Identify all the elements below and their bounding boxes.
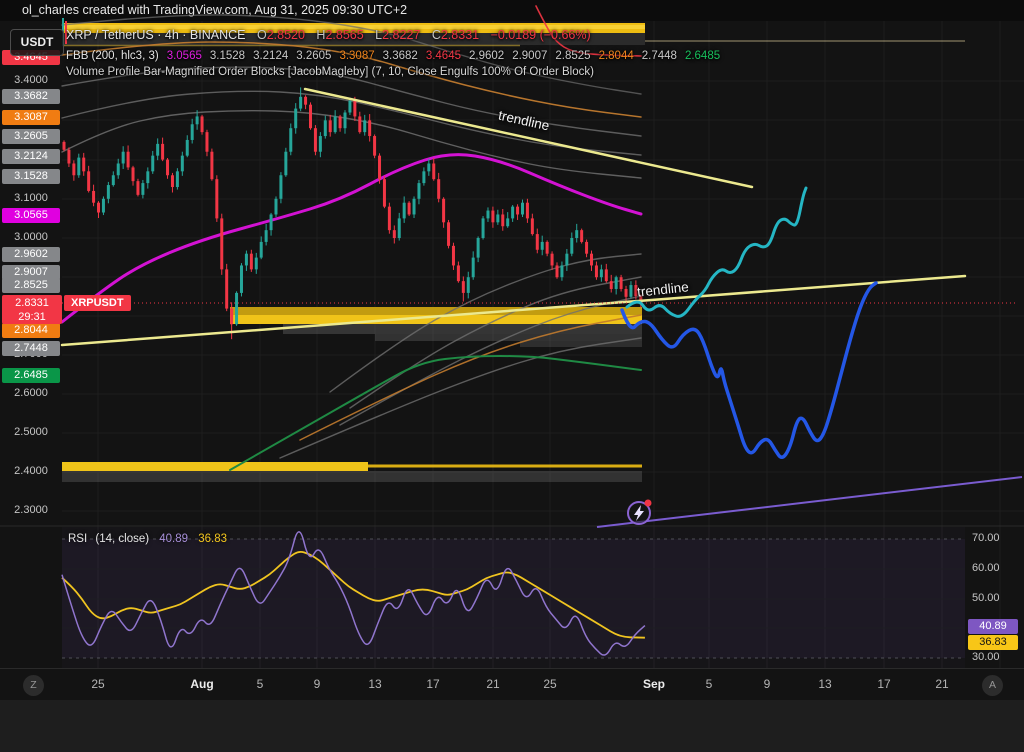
rsi-value-flag: 36.83 bbox=[968, 634, 1018, 650]
indicator-price-flag: 3.1528 bbox=[2, 168, 60, 184]
indicator-price-flag: 3.2124 bbox=[2, 148, 60, 164]
indicator-price-flag: 2.9602 bbox=[2, 246, 60, 262]
change-value: −0.0189 (−0.66%) bbox=[490, 28, 591, 42]
price-axis-label: 2.3000 bbox=[14, 504, 48, 516]
fbb-value: 3.0565 bbox=[166, 50, 202, 62]
fbb-value: 3.2605 bbox=[296, 50, 332, 62]
symbol-legend-row[interactable]: XRP / TetherUS · 4h · BINANCE O2.8520 H2… bbox=[66, 28, 591, 42]
scroll-right-button[interactable]: A bbox=[982, 675, 1003, 696]
high-label: H bbox=[316, 28, 326, 42]
time-axis-tick: Aug bbox=[190, 677, 214, 691]
price-axis-label: 3.4000 bbox=[14, 74, 48, 86]
fbb-value: 2.9007 bbox=[512, 50, 548, 62]
fbb-value: 2.6485 bbox=[684, 50, 721, 62]
time-axis-tick: 17 bbox=[877, 677, 891, 691]
symbol-price-flag: XRPUSDT bbox=[64, 295, 131, 311]
price-axis-label: 3.1000 bbox=[14, 192, 48, 204]
fbb-value: 3.3682 bbox=[382, 50, 418, 62]
rsi-axis-label: 50.00 bbox=[972, 592, 1000, 604]
footer-bar: TradingView bbox=[0, 700, 1024, 752]
rsi-legend-row[interactable]: RSI (14, close) 40.89 36.83 bbox=[68, 533, 227, 545]
rsi-axis-label: 70.00 bbox=[972, 532, 1000, 544]
price-axis-label: 3.0000 bbox=[14, 231, 48, 243]
open-label: O bbox=[256, 28, 267, 42]
rsi-value-flag: 40.89 bbox=[968, 618, 1018, 634]
current-price-label: 2.8331 29:31 bbox=[2, 294, 62, 324]
low-value: 2.8227 bbox=[382, 28, 421, 42]
indicator-price-flag: 3.3682 bbox=[2, 88, 60, 104]
time-axis-tick: 25 bbox=[543, 677, 557, 691]
time-axis-tick: 17 bbox=[426, 677, 440, 691]
scroll-left-button[interactable]: Z bbox=[23, 675, 44, 696]
fbb-value: 3.4645 bbox=[425, 50, 461, 62]
indicator-price-flag: 2.8525 bbox=[2, 277, 60, 293]
price-axis-label: 2.4000 bbox=[14, 465, 48, 477]
time-axis-tick: 13 bbox=[368, 677, 382, 691]
candle-countdown: 29:31 bbox=[18, 310, 46, 323]
indicator-price-flag: 2.6485 bbox=[2, 367, 60, 383]
fbb-value: 2.8044 bbox=[598, 50, 634, 62]
symbol-title: XRP / TetherUS · 4h · BINANCE bbox=[66, 28, 246, 42]
time-axis-tick: 13 bbox=[818, 677, 832, 691]
price-axis-label: 2.6000 bbox=[14, 387, 48, 399]
fbb-value: 2.9602 bbox=[469, 50, 505, 62]
time-axis-tick: 5 bbox=[705, 677, 713, 691]
rsi-params: (14, close) bbox=[95, 533, 150, 545]
open-value: 2.8520 bbox=[266, 28, 305, 42]
rsi-axis-label: 30.00 bbox=[972, 651, 1000, 663]
rsi-title: RSI bbox=[68, 533, 88, 545]
time-axis-tick: 9 bbox=[313, 677, 321, 691]
currency-toggle-button[interactable]: USDT bbox=[10, 29, 64, 56]
time-axis-tick: 21 bbox=[486, 677, 500, 691]
time-axis-tick: 21 bbox=[935, 677, 949, 691]
indicator-price-flag: 2.9007 bbox=[2, 264, 60, 280]
rsi-axis-label: 60.00 bbox=[972, 562, 1000, 574]
volume-profile-label: Volume Profile Bar-Magnified Order Block… bbox=[66, 66, 594, 78]
current-price-value: 2.8331 bbox=[15, 296, 49, 309]
low-label: L bbox=[375, 28, 383, 42]
time-axis[interactable]: 25 Aug 5 9 13 17 21 25 Sep 5 9 13 17 21 bbox=[0, 668, 1024, 700]
time-axis-tick: 9 bbox=[763, 677, 771, 691]
price-axis-label: 2.5000 bbox=[14, 426, 48, 438]
time-axis-tick: 5 bbox=[256, 677, 264, 691]
indicator-price-flag: 3.3087 bbox=[2, 109, 60, 125]
fbb-legend-row[interactable]: FBB (200, hlc3, 3) 3.0565 3.1528 3.2124 3.26… bbox=[66, 50, 720, 62]
indicator-price-flag: 2.7448 bbox=[2, 340, 60, 356]
fbb-value: 3.1528 bbox=[209, 50, 246, 62]
rsi-main-value: 40.89 bbox=[159, 533, 189, 545]
fbb-value: 3.3087 bbox=[339, 50, 375, 62]
fbb-value: 2.8525 bbox=[555, 50, 591, 62]
fbb-value: 2.7448 bbox=[641, 50, 677, 62]
indicator-price-flag: 2.8044 bbox=[2, 322, 60, 338]
fbb-values: 3.0565 3.1528 3.2124 3.2605 3.3087 3.3682 3.46… bbox=[159, 50, 720, 62]
indicator-price-flag: 3.2605 bbox=[2, 128, 60, 144]
volume-profile-legend-row[interactable]: Volume Profile Bar-Magnified Order Block… bbox=[66, 66, 594, 78]
time-axis-tick: Sep bbox=[642, 677, 666, 691]
fbb-label: FBB (200, hlc3, 3) bbox=[66, 50, 159, 62]
fbb-value: 3.2124 bbox=[253, 50, 289, 62]
indicator-price-flag: 3.0565 bbox=[2, 207, 60, 223]
high-value: 2.8565 bbox=[325, 28, 364, 42]
attribution-text: ol_charles created with TradingView.com,… bbox=[22, 3, 408, 17]
close-value: 2.8331 bbox=[440, 28, 480, 42]
rsi-ma-value: 36.83 bbox=[198, 533, 228, 545]
close-label: C bbox=[431, 28, 441, 42]
time-axis-tick: 25 bbox=[91, 677, 105, 691]
